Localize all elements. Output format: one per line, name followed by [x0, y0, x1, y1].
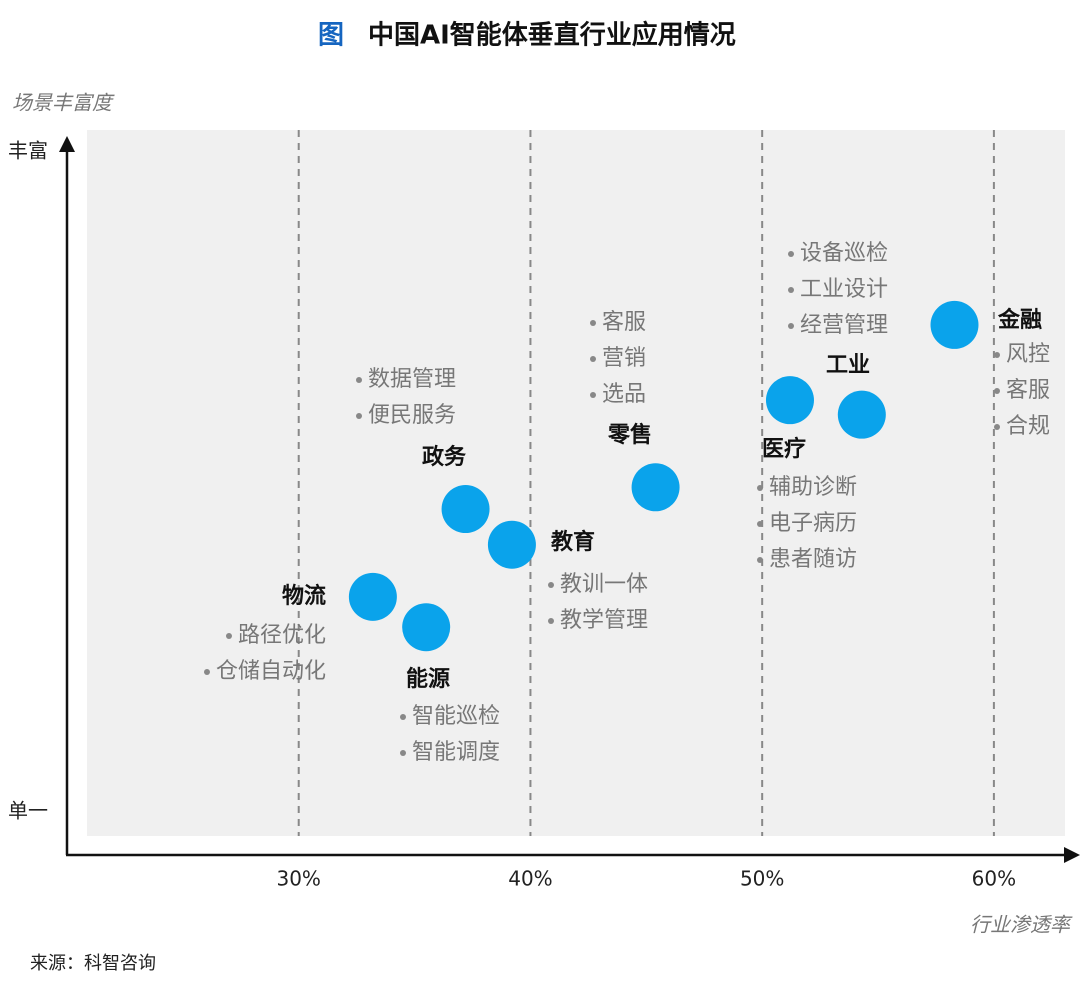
bullet: [994, 352, 1000, 358]
detail-item: 仓储自动化: [216, 659, 326, 684]
point: [487, 520, 536, 569]
detail-item: 教学管理: [560, 608, 648, 633]
detail-item: 客服: [1006, 378, 1050, 403]
y-axis-arrow: [59, 136, 75, 152]
point: [765, 376, 814, 425]
point: [441, 485, 490, 534]
detail-item: 客服: [602, 310, 646, 335]
point-label: 医疗: [762, 436, 806, 462]
bullet: [590, 320, 596, 326]
point: [348, 572, 397, 621]
point-label: 工业: [826, 353, 870, 378]
point: [930, 300, 979, 349]
bullet: [356, 413, 362, 419]
bullet: [788, 251, 794, 257]
x-tick-label: 50%: [740, 867, 784, 891]
point: [837, 390, 886, 439]
detail-item: 设备巡检: [800, 241, 888, 266]
figure-label: 图: [318, 21, 344, 51]
chart-title: 中国AI智能体垂直行业应用情况: [368, 20, 736, 51]
point-label: 教育: [551, 529, 595, 555]
bullet: [590, 356, 596, 362]
x-tick-label: 40%: [508, 867, 552, 891]
point-label: 政务: [422, 444, 467, 470]
y-tick-label: 单一: [8, 799, 48, 823]
x-axis-label: 行业渗透率: [970, 913, 1073, 937]
detail-item: 营销: [602, 346, 646, 371]
detail-item: 电子病历: [769, 511, 857, 536]
bullet: [590, 392, 596, 398]
point-label: 物流: [282, 583, 326, 609]
detail-item: 便民服务: [368, 403, 456, 428]
detail-item: 风控: [1006, 342, 1050, 367]
bullet: [356, 377, 362, 383]
bullet: [788, 323, 794, 329]
bullet: [994, 424, 1000, 430]
y-axis-label: 场景丰富度: [12, 91, 115, 115]
detail-item: 辅助诊断: [769, 475, 857, 500]
detail-item: 路径优化: [238, 623, 326, 648]
detail-item: 经营管理: [800, 313, 888, 338]
point-label: 金融: [997, 307, 1042, 333]
detail-item: 合规: [1006, 414, 1050, 439]
detail-item: 数据管理: [368, 367, 456, 392]
point: [631, 463, 680, 512]
bullet: [757, 521, 763, 527]
bullet: [225, 633, 232, 639]
x-axis-arrow: [1064, 847, 1080, 863]
x-tick-label: 60%: [972, 867, 1016, 891]
detail-item: 工业设计: [800, 277, 888, 302]
point-label: 能源: [406, 666, 450, 692]
x-tick-label: 30%: [276, 867, 320, 891]
bullet: [757, 557, 763, 563]
detail-item: 患者随访: [769, 547, 857, 572]
bullet: [757, 485, 763, 491]
detail-item: 教训一体: [560, 572, 648, 597]
point-label: 零售: [607, 422, 652, 448]
bullet: [400, 750, 406, 756]
bullet: [400, 714, 406, 720]
detail-item: 智能调度: [412, 740, 500, 765]
source: 来源：科智咨询: [30, 953, 156, 974]
bullet: [203, 669, 210, 675]
plot-area: [87, 130, 1065, 836]
bullet: [788, 287, 794, 293]
detail-item: 智能巡检: [412, 704, 500, 729]
bullet: [994, 388, 1000, 394]
bullet: [548, 582, 554, 588]
y-tick-label: 丰富: [8, 139, 48, 163]
point: [402, 603, 451, 652]
detail-item: 选品: [602, 382, 646, 407]
bullet: [548, 618, 554, 624]
